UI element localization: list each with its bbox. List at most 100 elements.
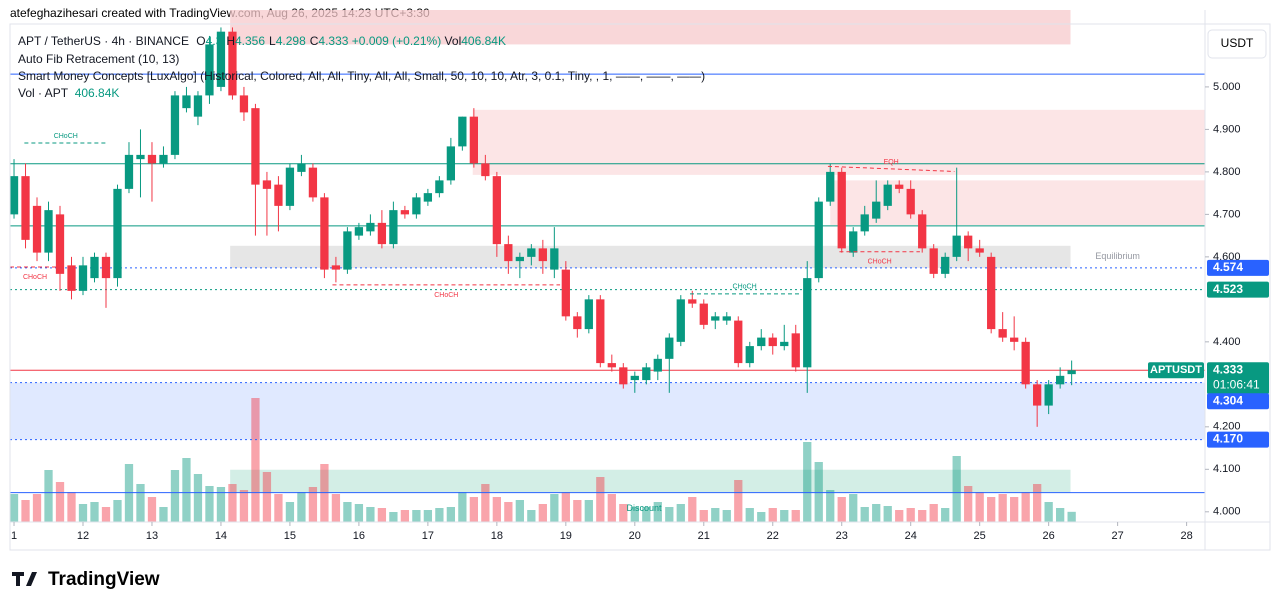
legend-vol-label: Vol — [444, 34, 462, 48]
volume-bar — [527, 510, 536, 522]
price-badge — [1207, 259, 1269, 276]
volume-bar — [975, 492, 984, 522]
y-tick-label: 4.800 — [1213, 166, 1241, 178]
volume-bar — [297, 492, 306, 522]
volume-bar — [113, 500, 122, 522]
x-tick-label: 27 — [1112, 530, 1124, 542]
volume-bar — [1010, 497, 1019, 522]
candle-body — [757, 337, 766, 347]
volume-bar — [642, 507, 651, 522]
ohlc-label: O — [196, 34, 206, 48]
candle-body — [182, 95, 191, 109]
candle-body — [918, 214, 927, 249]
volume-bar — [55, 482, 65, 522]
volume-bar — [504, 502, 513, 522]
candle-body — [642, 367, 651, 381]
x-tick-label: 24 — [905, 530, 917, 542]
candle-body — [619, 367, 628, 385]
y-tick-label: 4.900 — [1213, 123, 1241, 135]
candle-body — [354, 227, 364, 236]
x-tick-label: 19 — [560, 530, 572, 542]
candle-body — [998, 329, 1007, 338]
candle-body — [193, 95, 203, 117]
volume-bar — [630, 507, 639, 522]
candle-body — [883, 184, 892, 206]
candle-body — [274, 184, 283, 206]
candle-body — [216, 31, 226, 87]
volume-bar — [653, 502, 662, 522]
candle-body — [320, 197, 329, 270]
zone — [230, 469, 1071, 493]
volume-bar — [918, 510, 927, 522]
currency-box[interactable] — [1207, 29, 1267, 59]
volume-bar — [952, 456, 961, 522]
volume-bar — [331, 494, 341, 522]
candle-body — [573, 316, 582, 330]
volume-bar — [274, 494, 283, 522]
candle-body — [1010, 337, 1019, 342]
x-tick-label: 1 — [11, 530, 17, 542]
volume-bar — [423, 510, 433, 522]
y-tick-label: 5.000 — [1213, 81, 1241, 93]
ohlc-value: 4.356 — [235, 34, 266, 48]
candle-body — [228, 31, 237, 96]
zone-label: Discount — [626, 503, 662, 513]
volume-bar — [837, 497, 846, 522]
ohlc-label: L — [269, 34, 276, 48]
candle-body — [550, 248, 559, 270]
indicator: Smart Money Concepts [LuxAlgo] (Historic… — [18, 69, 706, 83]
candle-body — [400, 210, 410, 215]
volume-bar — [366, 507, 375, 522]
volume-bar — [1067, 511, 1076, 522]
candle-body — [481, 163, 490, 177]
volume-bar — [251, 398, 260, 522]
volume-bar — [458, 492, 467, 522]
candle-body — [366, 222, 375, 232]
candle-body — [688, 299, 697, 304]
volume-bar — [780, 510, 789, 522]
candle-body — [676, 299, 685, 342]
structure-label: EQH — [884, 159, 899, 166]
candle-body — [734, 320, 743, 364]
candle-body — [803, 278, 812, 368]
x-tick-label: 16 — [353, 530, 365, 542]
candle-body — [377, 222, 387, 245]
candle-body — [584, 299, 593, 330]
candle-body — [653, 358, 662, 372]
candle-body — [124, 154, 134, 189]
x-tick-label: 23 — [836, 530, 848, 542]
candle-body — [538, 248, 547, 262]
candle-body — [343, 231, 352, 270]
candle-body — [964, 235, 973, 249]
indicator: Auto Fib Retracement (10, 13) — [18, 52, 180, 66]
candle-body — [101, 256, 111, 279]
price-badge-label: 4.170 — [1213, 432, 1243, 446]
volume-bar — [768, 508, 777, 522]
candle-body — [1067, 370, 1076, 375]
volume-bar — [1044, 502, 1053, 522]
volume-bar — [492, 497, 501, 522]
structure-label: CHoCH — [434, 292, 458, 299]
volume-bar — [343, 502, 352, 522]
candle-body — [975, 248, 984, 253]
volume-bar — [538, 504, 547, 522]
volume-name: Vol · APT — [18, 86, 69, 100]
volume-bar — [412, 510, 421, 522]
candle-body — [826, 171, 835, 202]
candle-body — [21, 176, 30, 240]
volume-bar — [872, 504, 881, 522]
candle-body — [1044, 384, 1053, 406]
volume-bar — [400, 510, 410, 522]
y-tick-label: 4.700 — [1213, 208, 1241, 220]
volume-bar — [481, 484, 490, 522]
volume-bar — [205, 486, 214, 522]
candle-body — [929, 248, 938, 274]
candle-body — [446, 146, 456, 181]
candle-body — [837, 171, 846, 249]
plot: CHoCH CHoCH CHoCH CHoCH EQH CHoCH Equilibrium D… — [9, 10, 1205, 522]
zone-label: Equilibrium — [1095, 251, 1140, 261]
volume-bar — [941, 508, 950, 522]
current-price: 4.333 — [1213, 362, 1243, 376]
currency: USDT — [1221, 36, 1254, 50]
